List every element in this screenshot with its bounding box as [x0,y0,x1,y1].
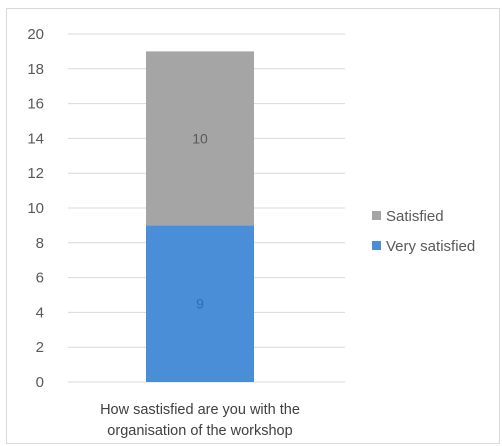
data-label: 9 [196,296,204,312]
y-tick-label: 10 [27,200,44,217]
legend-label: Satisfied [386,208,444,225]
y-axis-tick-labels: 0 2 4 6 8 10 12 14 16 18 20 [27,26,44,391]
bar-segment-very-satisfied [146,225,254,382]
y-tick-label: 8 [36,235,44,252]
bars [146,51,254,382]
legend-swatch [372,211,381,220]
y-tick-label: 14 [27,130,44,147]
legend-swatch [372,241,381,250]
legend-label: Very satisfied [386,238,475,255]
y-tick-label: 0 [36,374,44,391]
y-tick-label: 4 [36,304,44,321]
y-tick-label: 6 [36,270,44,287]
y-tick-label: 18 [27,61,44,78]
category-label: How sastisfied are you with the [100,402,300,418]
legend: Satisfied Very satisfied [372,208,475,255]
data-label: 10 [192,130,208,146]
y-tick-label: 20 [27,26,44,43]
data-labels: 9 10 [192,130,208,311]
y-tick-label: 2 [36,339,44,356]
bar-segment-satisfied [146,51,254,226]
category-label: organisation of the workshop [107,423,292,439]
y-tick-label: 12 [27,165,44,182]
x-axis-category-label: How sastisfied are you with the organisat… [100,402,300,439]
y-tick-label: 16 [27,96,44,113]
